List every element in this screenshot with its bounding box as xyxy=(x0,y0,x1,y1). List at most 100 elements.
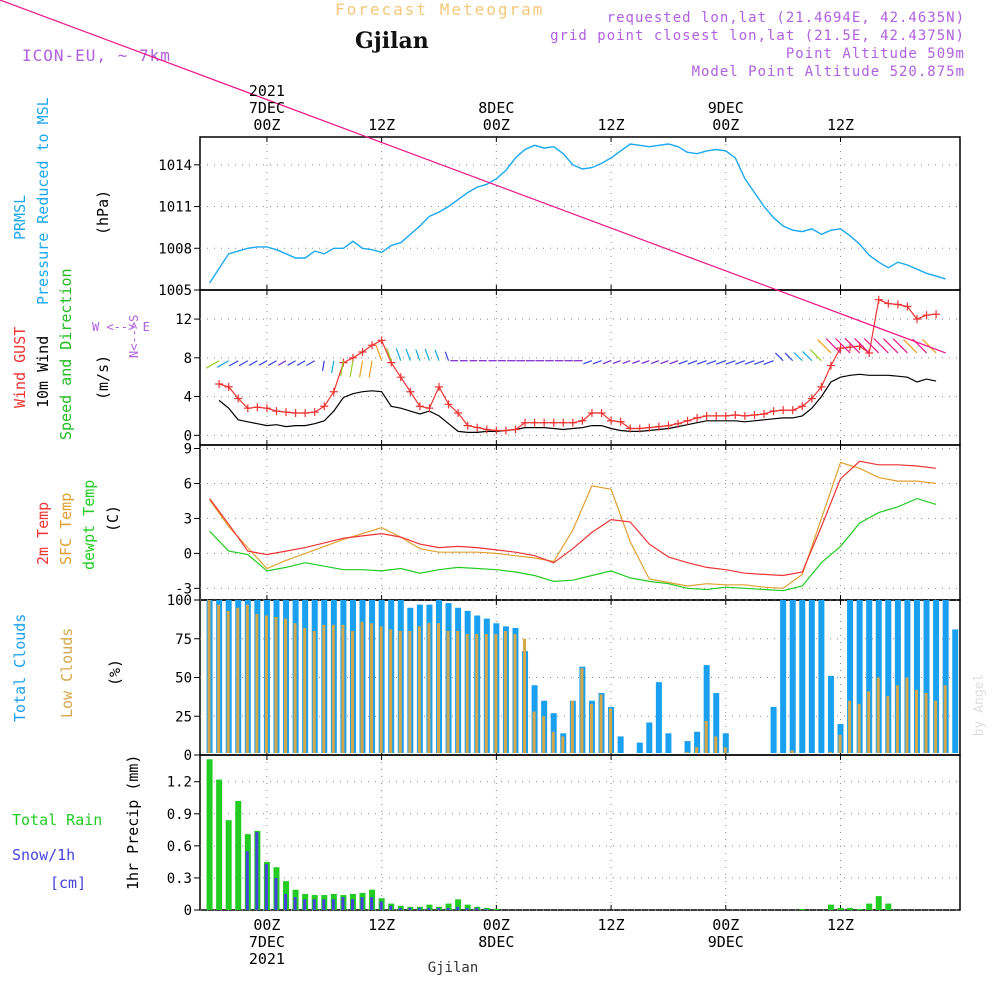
low-cloud-bar xyxy=(446,631,450,753)
wind-arrow xyxy=(205,360,220,369)
low-cloud-bar xyxy=(436,623,440,753)
wind-arrow xyxy=(784,352,794,362)
wind-arrow xyxy=(287,360,296,366)
total-cloud-bar xyxy=(646,722,653,753)
y-tick-label: 1014 xyxy=(158,158,192,174)
time-label-top: 2021 xyxy=(249,82,285,100)
snow-bar xyxy=(264,864,268,910)
wind-arrow xyxy=(444,351,450,361)
rain-bar xyxy=(216,779,223,910)
wind-arrow xyxy=(385,347,392,361)
time-label-bottom: 2021 xyxy=(249,950,285,968)
gust-marker xyxy=(291,409,300,418)
snow-bar xyxy=(274,877,278,910)
gust-marker xyxy=(760,410,769,418)
pressure-line xyxy=(209,143,946,284)
wind-arrow xyxy=(706,360,717,365)
low-cloud-bar xyxy=(408,631,412,753)
gust-marker xyxy=(932,310,941,319)
y-tick-label: 12 xyxy=(175,312,192,328)
snow-bar xyxy=(417,907,421,910)
y-tick-label: 0 xyxy=(184,903,192,919)
wind-arrow xyxy=(238,360,249,367)
snow-bar xyxy=(350,899,354,910)
rain-bar xyxy=(206,759,213,910)
total-cloud-bar xyxy=(818,600,825,753)
gust-marker xyxy=(893,300,902,309)
ylabel-dewpt: dewpt Temp xyxy=(80,480,98,570)
y-tick-label: 1008 xyxy=(158,241,192,257)
rain-bar xyxy=(799,908,806,910)
total-cloud-bar xyxy=(827,675,834,753)
time-label-bottom: 8DEC xyxy=(478,933,514,951)
panel-frame-pressure xyxy=(199,136,961,291)
wind-arrow xyxy=(641,360,650,365)
wind-speed-line xyxy=(218,373,937,433)
gust-marker xyxy=(473,423,482,432)
wind-arrow xyxy=(903,339,918,354)
snow-bar xyxy=(341,897,345,910)
wind-arrow xyxy=(368,360,373,378)
ylabel-unit-hpa: (hPa) xyxy=(94,190,112,235)
wind-gust-line xyxy=(218,298,937,432)
wind-arrow xyxy=(696,360,707,365)
total-cloud-bar xyxy=(856,600,863,753)
gust-marker xyxy=(884,299,893,308)
low-cloud-bar xyxy=(685,751,689,753)
gust-marker xyxy=(320,402,329,411)
wind-arrow xyxy=(612,360,621,365)
y-tick-label: 8 xyxy=(184,351,192,367)
low-cloud-bar xyxy=(389,629,393,753)
label-snow: Snow/1h xyxy=(12,846,75,864)
rain-bar xyxy=(464,904,471,910)
wind-arrow xyxy=(873,337,889,354)
gust-marker xyxy=(253,403,262,412)
wind-arrow xyxy=(358,360,364,378)
gust-marker xyxy=(568,418,577,427)
gust-marker xyxy=(817,382,826,391)
snow-bar xyxy=(312,899,316,910)
time-label-bottom: 12Z xyxy=(368,916,395,934)
low-cloud-bar xyxy=(580,668,584,753)
wind-arrow xyxy=(725,360,736,365)
rain-bar xyxy=(856,908,863,910)
low-cloud-bar xyxy=(293,623,297,753)
gust-marker xyxy=(348,353,357,362)
gust-marker xyxy=(874,295,883,304)
low-cloud-bar xyxy=(934,700,938,753)
wind-arrow xyxy=(763,360,774,365)
wind-arrow xyxy=(306,360,316,367)
gust-marker xyxy=(922,311,931,320)
wind-arrow xyxy=(632,360,640,364)
wind-arrow xyxy=(669,360,679,365)
snow-bar xyxy=(255,831,259,910)
low-cloud-bar xyxy=(226,610,230,753)
snow-bar xyxy=(389,905,393,910)
time-label-top: 7DEC xyxy=(249,99,285,117)
low-cloud-bar xyxy=(217,604,221,753)
time-label-top: 12Z xyxy=(368,116,395,134)
wind-arrow xyxy=(735,360,746,365)
total-cloud-bar xyxy=(665,733,672,753)
point-altitude: Point Altitude 509m xyxy=(785,46,965,62)
snow-bar xyxy=(408,907,412,910)
total-cloud-bar xyxy=(694,731,701,753)
total-cloud-bar xyxy=(952,629,959,753)
snow-bar xyxy=(456,906,460,910)
wind-arrow xyxy=(844,337,861,354)
low-cloud-bar xyxy=(417,626,421,753)
gust-marker xyxy=(769,407,778,416)
wind-arrow xyxy=(622,360,631,364)
gust-marker xyxy=(368,341,377,350)
total-cloud-bar xyxy=(684,741,691,753)
gust-marker xyxy=(664,421,673,430)
gust-marker xyxy=(530,418,539,427)
gust-marker xyxy=(616,417,625,426)
low-cloud-bar xyxy=(456,631,460,753)
wind-arrow xyxy=(216,360,229,368)
low-cloud-bar xyxy=(609,708,613,753)
low-cloud-bar xyxy=(838,734,842,753)
y-tick-label: 25 xyxy=(175,709,192,725)
dewpt-line xyxy=(209,497,937,592)
ylabel-wind: 10m Wind xyxy=(34,336,52,408)
